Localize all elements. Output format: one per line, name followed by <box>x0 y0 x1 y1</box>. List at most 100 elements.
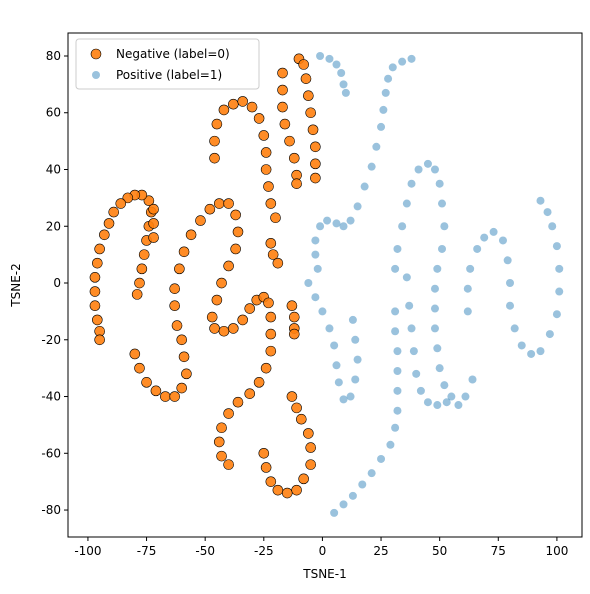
point <box>237 314 248 326</box>
point <box>216 422 227 434</box>
point <box>298 473 309 485</box>
point <box>246 101 258 113</box>
point <box>466 264 475 273</box>
point <box>136 263 148 275</box>
point <box>279 118 291 130</box>
point <box>442 398 451 407</box>
point <box>391 423 400 432</box>
point <box>310 141 321 153</box>
point <box>402 273 411 282</box>
point <box>277 84 288 96</box>
point <box>89 300 101 312</box>
point <box>260 462 272 473</box>
point <box>89 272 101 283</box>
x-axis-label: TSNE-1 <box>302 567 346 581</box>
point <box>353 202 362 211</box>
point <box>334 378 343 387</box>
point <box>288 152 300 164</box>
point <box>440 381 449 390</box>
point <box>260 147 272 158</box>
point <box>92 257 103 269</box>
point <box>244 303 256 314</box>
legend-label: Negative (label=0) <box>116 47 230 61</box>
point <box>407 179 416 188</box>
point <box>447 392 456 401</box>
point <box>384 74 393 83</box>
y-axis-label: TSNE-2 <box>9 263 23 307</box>
point <box>174 263 185 275</box>
point <box>141 377 152 388</box>
point <box>310 172 321 184</box>
point <box>506 301 515 310</box>
point <box>138 249 150 260</box>
point <box>438 244 447 253</box>
point <box>377 454 386 463</box>
point <box>265 237 277 249</box>
point <box>414 165 423 174</box>
x-tick-label: -75 <box>137 544 157 558</box>
point <box>129 348 141 360</box>
point <box>134 362 145 374</box>
point <box>316 51 325 60</box>
y-tick-label: 20 <box>46 219 61 233</box>
legend-box <box>75 38 260 90</box>
point <box>148 218 159 229</box>
point <box>286 391 298 402</box>
point <box>348 315 357 324</box>
point <box>307 124 319 136</box>
x-tick-label: 25 <box>373 544 388 558</box>
legend-marker <box>90 48 102 60</box>
point <box>232 226 244 238</box>
point <box>393 347 402 356</box>
x-tick-label: -100 <box>74 544 101 558</box>
point <box>169 300 180 312</box>
point <box>358 480 367 489</box>
point <box>216 450 227 462</box>
point <box>171 320 183 331</box>
point <box>209 135 220 147</box>
point <box>330 341 339 350</box>
point <box>332 361 341 370</box>
point <box>260 362 272 374</box>
point <box>337 69 346 78</box>
point <box>548 222 557 231</box>
point <box>398 222 407 231</box>
point <box>423 159 432 168</box>
point <box>281 487 293 499</box>
legend-label: Positive (label=1) <box>116 68 222 82</box>
point <box>506 279 515 288</box>
point <box>346 392 355 401</box>
point <box>265 328 277 340</box>
point <box>288 311 300 323</box>
point <box>258 447 270 459</box>
point <box>433 401 442 410</box>
point <box>178 246 190 258</box>
point <box>169 391 180 402</box>
point <box>409 347 418 356</box>
point <box>291 484 302 496</box>
point <box>377 122 386 131</box>
point <box>272 484 284 496</box>
point <box>213 198 225 209</box>
point <box>381 88 390 97</box>
point <box>310 158 321 170</box>
point <box>218 104 230 116</box>
point <box>510 324 519 333</box>
point <box>435 179 444 188</box>
legend-marker <box>92 71 100 79</box>
point <box>346 216 355 225</box>
point <box>332 60 341 69</box>
point <box>284 135 295 147</box>
point <box>122 192 134 204</box>
point <box>388 63 397 72</box>
point <box>131 289 143 300</box>
y-tick-label: 60 <box>46 106 61 120</box>
point <box>311 236 320 245</box>
point <box>391 307 400 316</box>
point <box>213 436 225 448</box>
point <box>228 98 239 110</box>
point <box>232 396 244 408</box>
point <box>430 165 439 174</box>
point <box>89 286 101 297</box>
point <box>230 243 241 255</box>
